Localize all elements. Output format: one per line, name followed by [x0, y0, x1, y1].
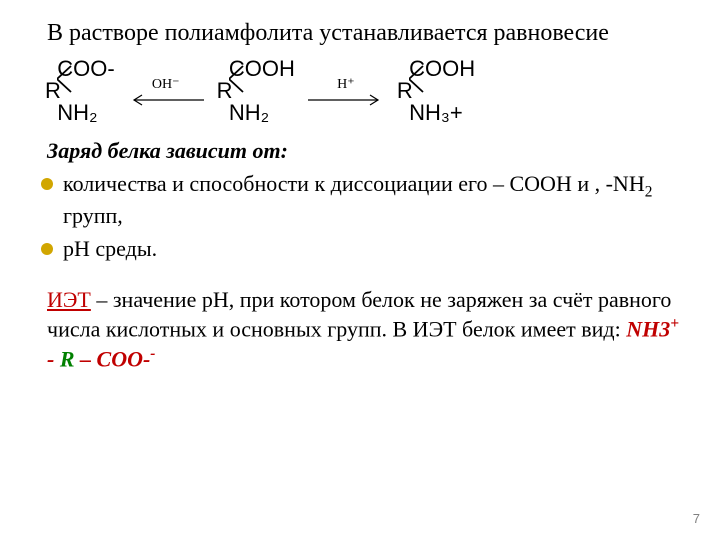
- iet-body: – значение рН, при котором белок не заря…: [47, 287, 671, 342]
- molecule-anion: COO- R NH₂: [45, 56, 115, 126]
- page-number: 7: [693, 511, 700, 526]
- formula-coo: COO-: [97, 346, 151, 371]
- iet-term: ИЭТ: [47, 287, 91, 312]
- bullet-list: количества и способности к диссоциации е…: [35, 170, 690, 264]
- chemistry-equilibrium: COO- R NH₂ OH⁻ COOH R NH₂ H⁺ COOH: [45, 56, 690, 126]
- mol2-bonds: [229, 64, 265, 94]
- mol2-bot: NH₂: [217, 102, 295, 124]
- arrow-right: H⁺: [301, 76, 391, 107]
- formula-sep2: –: [75, 346, 97, 371]
- arrow-right-label: H⁺: [337, 76, 355, 93]
- list-item: количества и способности к диссоциации е…: [35, 170, 690, 231]
- slide-title: В растворе полиамфолита устанавливается …: [35, 18, 690, 48]
- bullet1-sub: 2: [645, 183, 653, 200]
- arrow-left-label: OH⁻: [152, 76, 180, 93]
- mol1-bonds: [57, 64, 93, 94]
- mol3-bot: NH₃+: [397, 102, 475, 124]
- bullet1-pre: количества и способности к диссоциации е…: [63, 171, 645, 196]
- mol3-bonds: [409, 64, 445, 94]
- molecule-cation: COOH R NH₃+: [397, 56, 475, 126]
- bullet2-pre: рН среды.: [63, 236, 157, 261]
- list-item: рН среды.: [35, 235, 690, 264]
- formula-nh3-sup: +: [670, 315, 679, 332]
- mol1-bot: NH₂: [45, 102, 115, 124]
- formula-sep1: -: [47, 346, 60, 371]
- arrow-left-icon: [126, 93, 206, 107]
- formula-coo-sup: -: [150, 345, 155, 362]
- formula-r: R: [60, 346, 75, 371]
- formula-nh3: NH3: [626, 317, 670, 342]
- molecule-neutral: COOH R NH₂: [217, 56, 295, 126]
- charge-subheading: Заряд белка зависит от:: [47, 138, 690, 164]
- arrow-right-icon: [306, 93, 386, 107]
- iet-paragraph: ИЭТ – значение рН, при котором белок не …: [35, 286, 690, 374]
- bullet1-post: групп,: [63, 203, 123, 228]
- arrow-left: OH⁻: [121, 76, 211, 107]
